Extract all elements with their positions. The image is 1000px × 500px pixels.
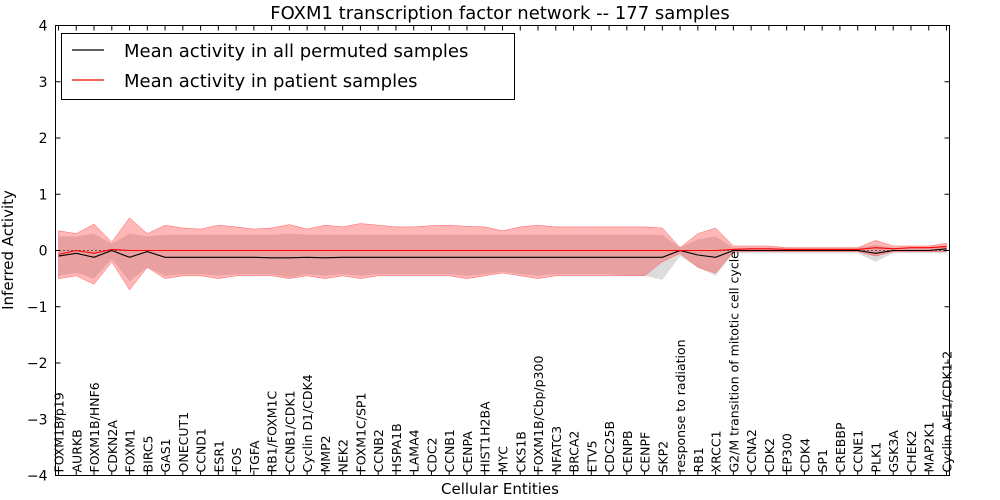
y-tick-label: −1 bbox=[27, 300, 48, 316]
x-tick-label: CENPA bbox=[460, 431, 475, 473]
x-tick-label: CCND1 bbox=[194, 428, 209, 472]
x-tick-label: CDKN2A bbox=[105, 420, 120, 473]
x-tick-label: MMP2 bbox=[318, 435, 333, 472]
x-tick-label: CCNB1/CDK1 bbox=[282, 390, 297, 472]
series-lines bbox=[58, 246, 947, 259]
x-tick-label: FOXM1 bbox=[123, 429, 138, 473]
x-tick-label: EP300 bbox=[780, 433, 795, 472]
y-tick-label: 2 bbox=[39, 131, 48, 147]
x-tick-label: response to radiation bbox=[673, 339, 688, 472]
y-tick-label: 1 bbox=[39, 187, 48, 203]
x-tick-label: FOXM1B/Cbp/p300 bbox=[531, 356, 546, 473]
x-tick-label: CCNB2 bbox=[371, 429, 386, 472]
x-tick-label: Cyclin D1/CDK4 bbox=[300, 374, 315, 472]
x-tick-label: NFATC3 bbox=[549, 426, 564, 473]
x-tick-label: RB1 bbox=[691, 447, 706, 472]
x-tick-label: TGFA bbox=[247, 440, 262, 473]
x-tick-label: CDK2 bbox=[762, 438, 777, 473]
x-tick-label: RB1/FOXM1C bbox=[265, 391, 280, 473]
y-tick-label: −3 bbox=[27, 412, 48, 428]
x-tick-label: GAS1 bbox=[158, 438, 173, 472]
x-tick-label: SP1 bbox=[815, 449, 830, 472]
x-tick-label: CENPB bbox=[620, 430, 635, 472]
x-axis-label: Cellular Entities bbox=[441, 480, 559, 498]
y-tick-label: 3 bbox=[39, 75, 48, 91]
x-tick-label: CHEK2 bbox=[904, 430, 919, 472]
x-tick-label: SKP2 bbox=[655, 441, 670, 473]
y-tick-label: 0 bbox=[39, 244, 48, 260]
x-tick-label: MAP2K1 bbox=[922, 422, 937, 473]
legend-label-patient: Mean activity in patient samples bbox=[124, 71, 418, 92]
x-tick-label: LAMA4 bbox=[407, 429, 422, 472]
x-tick-label: ESR1 bbox=[211, 440, 226, 472]
x-tick-label: CCNB1 bbox=[442, 429, 457, 472]
x-tick-label: G2/M transition of mitotic cell cycle bbox=[726, 251, 741, 473]
plot-area bbox=[55, 25, 950, 476]
x-tick-label: AURKB bbox=[69, 429, 84, 472]
x-tick-label: CCNE1 bbox=[851, 430, 866, 473]
x-tick-label: ONECUT1 bbox=[176, 412, 191, 473]
x-tick-label: HIST1H2BA bbox=[478, 401, 493, 473]
x-tick-label: GSK3A bbox=[886, 430, 901, 473]
x-tick-label: NEK2 bbox=[336, 439, 351, 472]
legend-label-permuted: Mean activity in all permuted samples bbox=[124, 41, 468, 62]
x-tick-label: Cyclin A-E1/CDK1-2 bbox=[940, 351, 955, 473]
chart-title: FOXM1 transcription factor network -- 17… bbox=[270, 3, 730, 24]
legend-box bbox=[61, 33, 515, 100]
x-tick-label: MYC bbox=[496, 446, 511, 473]
x-tick-label: BIRC5 bbox=[140, 435, 155, 472]
patient-mean-line bbox=[58, 246, 947, 255]
x-tick-label: CDC2 bbox=[425, 437, 440, 472]
patient-confidence-band bbox=[58, 217, 947, 291]
x-tick-label: FOS bbox=[229, 447, 244, 472]
permuted-mean-line bbox=[58, 248, 947, 259]
x-tick-label: FOXM1C/SP1 bbox=[353, 393, 368, 473]
x-tick-label: XRCC1 bbox=[709, 430, 724, 472]
x-tick-label: CKS1B bbox=[513, 431, 528, 472]
x-tick-label: CDC25B bbox=[602, 421, 617, 473]
x-tick-label: HSPA1B bbox=[389, 423, 404, 472]
x-tick-label: BRCA2 bbox=[567, 431, 582, 473]
x-axis: FOXM1B/p19 AURKB FOXM1B/HNF6 CDKN2A FOXM1 BIR… bbox=[52, 25, 955, 476]
x-tick-label: CCNA2 bbox=[744, 429, 759, 472]
x-tick-label: FOXM1B/p19 bbox=[52, 392, 67, 472]
y-axis-label: Inferred Activity bbox=[0, 190, 17, 310]
x-tick-label: CREBBP bbox=[833, 422, 848, 472]
y-tick-label: −4 bbox=[27, 469, 48, 485]
x-tick-label: FOXM1B/HNF6 bbox=[87, 382, 102, 472]
x-tick-label: CENPF bbox=[638, 432, 653, 473]
x-tick-label: PLK1 bbox=[869, 442, 884, 473]
y-tick-label: 4 bbox=[39, 19, 48, 35]
legend: Mean activity in all permuted samples Me… bbox=[61, 33, 515, 100]
y-axis: −4 −3 −2 −1 0 1 2 3 4 bbox=[27, 19, 950, 485]
x-tick-label: ETV5 bbox=[584, 440, 599, 472]
x-tick-label: CDK4 bbox=[797, 438, 812, 473]
y-tick-label: −2 bbox=[27, 356, 48, 372]
